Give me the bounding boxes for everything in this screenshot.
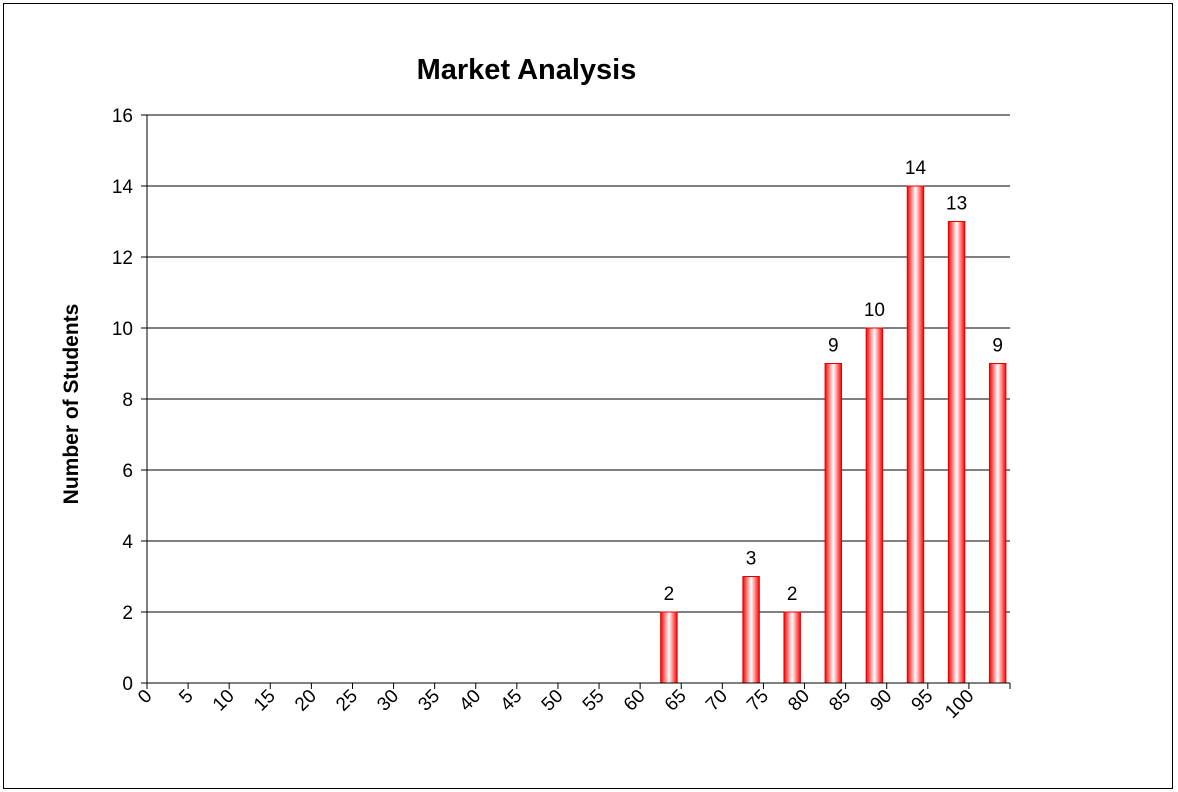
x-tick-label: 15	[250, 686, 280, 716]
x-tick-label: 0	[134, 686, 156, 708]
bar-85	[865, 327, 884, 684]
bars	[660, 185, 1007, 684]
x-tick-label: 25	[332, 686, 362, 716]
y-tick-label: 14	[112, 177, 134, 198]
x-tick-label: 20	[291, 686, 321, 716]
x-tick-label: 80	[784, 686, 814, 716]
x-tick-label: 45	[497, 686, 527, 716]
bar-75	[783, 611, 801, 684]
data-label: 9	[992, 336, 1003, 357]
x-tick-label: 85	[825, 686, 855, 716]
chart-title: Market Analysis	[416, 54, 637, 86]
x-tick-label: 5	[175, 686, 197, 708]
chart-frame: Market Analysis Number of Students	[3, 3, 1173, 789]
data-label: 14	[905, 158, 927, 179]
x-tick-label: 35	[414, 686, 444, 716]
bar-100	[988, 363, 1007, 684]
bar-80	[824, 363, 843, 684]
data-label: 9	[828, 336, 839, 357]
x-tick-label: 50	[538, 686, 568, 716]
y-tick-label: 12	[112, 248, 133, 269]
y-tick-label: 4	[122, 532, 133, 553]
data-label: 13	[946, 194, 967, 215]
x-tick-label: 60	[620, 686, 650, 716]
x-tick-label: 55	[579, 686, 609, 716]
x-tick-label: 95	[908, 686, 938, 716]
bar-95	[947, 221, 966, 684]
data-label: 10	[864, 300, 885, 321]
data-label: 2	[787, 584, 798, 605]
x-tick-label: 40	[455, 686, 485, 716]
x-tick-label: 100	[941, 686, 978, 723]
x-tick-label: 30	[373, 686, 403, 716]
y-tick-label: 10	[112, 319, 133, 340]
y-tick-label: 6	[122, 461, 133, 482]
bar-90	[906, 185, 925, 684]
x-tick-label: 75	[743, 686, 773, 716]
x-tick-label: 65	[661, 686, 691, 716]
axes	[141, 114, 1011, 689]
x-tick-label: 90	[866, 686, 896, 716]
y-tick-label: 8	[122, 390, 133, 411]
x-tick-label: 10	[209, 686, 239, 716]
bar-60	[660, 611, 678, 684]
data-label: 2	[664, 584, 675, 605]
y-tick-label: 16	[112, 106, 133, 127]
data-label: 3	[746, 549, 757, 570]
y-tick-label: 2	[122, 603, 133, 624]
bar-70	[742, 576, 760, 684]
y-tick-label: 0	[122, 674, 133, 695]
x-tick-label: 70	[702, 686, 732, 716]
